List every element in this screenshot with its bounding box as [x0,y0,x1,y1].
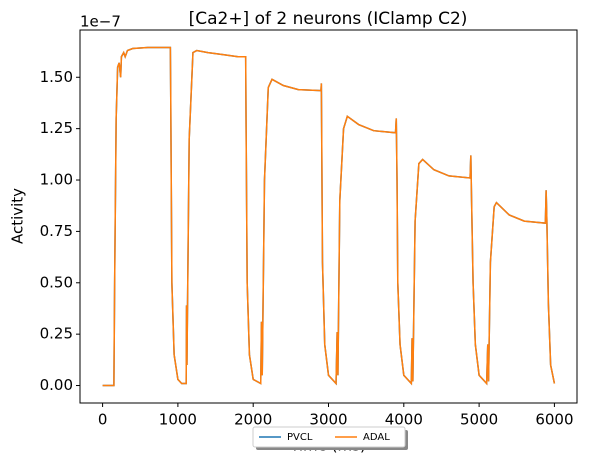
legend-box [252,426,406,448]
x-tick-label: 2000 [234,411,272,429]
legend-label: PVCL [287,432,313,443]
legend: PVCL ADAL [252,426,408,450]
y-axis-label: Activity [9,188,27,244]
x-tick-label: 3000 [309,411,347,429]
y-tick-label: 1.25 [40,119,73,137]
y-offset-label: 1e−7 [80,13,121,31]
y-tick-label: 1.50 [40,68,73,86]
x-tick-label: 4000 [385,411,423,429]
legend-label: ADAL [363,432,390,443]
x-tick-label: 1000 [159,411,197,429]
x-tick-label: 0 [98,411,108,429]
y-tick-label: 0.25 [40,325,73,343]
chart-title: [Ca2+] of 2 neurons (IClamp C2) [189,9,468,29]
x-tick-label: 5000 [460,411,498,429]
y-tick-label: 0.00 [40,376,73,394]
y-tick-label: 0.75 [40,222,73,240]
y-tick-label: 0.50 [40,273,73,291]
x-tick-label: 6000 [535,411,573,429]
data-line [102,46,556,387]
plot-frame [79,29,578,404]
y-tick-label: 1.00 [40,171,73,189]
